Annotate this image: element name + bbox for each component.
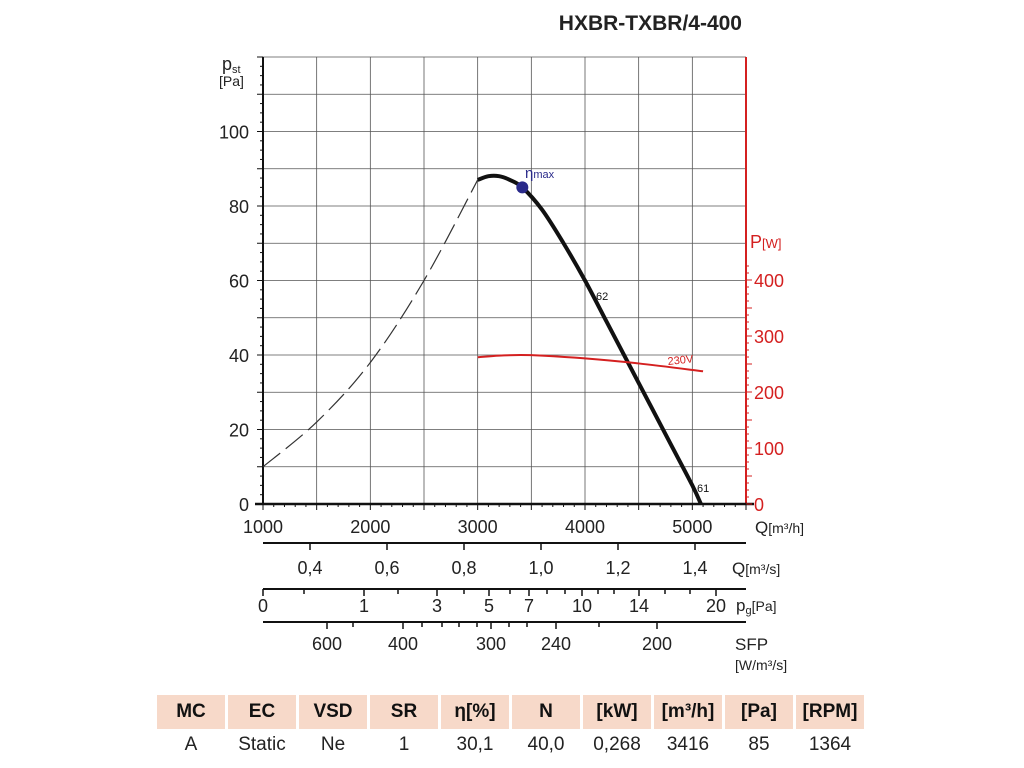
x-unit-m3s: Q[m³/s] (732, 559, 780, 578)
secondary-axis-tick-label: 3 (432, 596, 442, 616)
table-value-cell: 0,268 (593, 734, 641, 755)
y-right-tick-label: 400 (754, 271, 784, 291)
x-tick-label: 2000 (350, 517, 390, 537)
eta-symbol: η (525, 165, 533, 182)
x-unit-pg: pg[Pa] (736, 596, 777, 617)
table-value-cell: 1 (398, 734, 410, 755)
x-tick-label: 5000 (672, 517, 712, 537)
power-curve (477, 354, 704, 373)
table-header-cell: MC (157, 695, 225, 729)
table-value-cell: 1364 (808, 734, 852, 755)
eta-max-label: ηmax (525, 165, 555, 182)
secondary-axis-tick-label: 600 (312, 634, 342, 654)
table-header-cell: EC (228, 695, 296, 729)
table-value-cell: 30,1 (456, 734, 494, 755)
table-header-cell: N (512, 695, 580, 729)
svg-text:pst: pst (222, 54, 241, 76)
fan-curve-chart: HXBR-TXBR/4-400 020406080100010020030040… (219, 12, 804, 673)
x-tick-label: 1000 (243, 517, 283, 537)
secondary-axis-tick-label: 0 (258, 596, 268, 616)
secondary-axis-tick-label: 7 (524, 596, 534, 616)
curve-label-61: 61 (697, 483, 709, 495)
secondary-axis-tick-label: 200 (642, 634, 672, 654)
secondary-axis-tick-label: 1,2 (605, 558, 630, 578)
secondary-axis-tick-label: 0,4 (297, 558, 322, 578)
secondary-axis-tick-label: 300 (476, 634, 506, 654)
x-tick-label: 4000 (565, 517, 605, 537)
curve-label-230v: 230V (667, 353, 694, 368)
secondary-axis-tick-label: 1,0 (528, 558, 553, 578)
eta-max-point (516, 181, 529, 194)
eta-sub: max (533, 169, 554, 181)
secondary-axis-tick-label: 14 (629, 596, 649, 616)
pressure-curve (476, 173, 703, 505)
secondary-axis-tick-label: 1,4 (682, 558, 707, 578)
table-header-cell: VSD (299, 695, 367, 729)
y-right-tick-label: 200 (754, 383, 784, 403)
table-value-cell: Static (238, 734, 286, 755)
x-unit-sfp-sub: [W/m³/s] (735, 657, 787, 673)
pressure-curve-dashed (262, 179, 479, 468)
y-left-tick-label: 40 (229, 346, 249, 366)
secondary-axis-tick-label: 0,6 (374, 558, 399, 578)
secondary-axis-tick-label: 1 (359, 596, 369, 616)
svg-text:[Pa]: [Pa] (219, 73, 244, 89)
y-right-label: P[W] (750, 232, 782, 252)
y-left-label: pst [Pa] (219, 54, 244, 89)
table-header-cell: [RPM] (796, 695, 864, 729)
secondary-axis-tick-label: 5 (484, 596, 494, 616)
x-unit-m3h: Q[m³/h] (755, 518, 804, 537)
y-right-tick-label: 100 (754, 439, 784, 459)
secondary-axis-tick-label: 400 (388, 634, 418, 654)
secondary-axis-tick-label: 20 (706, 596, 726, 616)
y-right-tick-label: 300 (754, 327, 784, 347)
table-value-cell: 40,0 (527, 734, 565, 755)
table-header-cell: SR (370, 695, 438, 729)
table-header-cell: [kW] (583, 695, 651, 729)
table-header-cell: [m³/h] (654, 695, 722, 729)
table-header-cell: η[%] (441, 695, 509, 729)
svg-text:P[W]: P[W] (750, 232, 782, 252)
y-left-tick-label: 60 (229, 272, 249, 292)
table-value-cell: A (184, 734, 198, 755)
table-header-cell: [Pa] (725, 695, 793, 729)
secondary-axis-tick-label: 0,8 (451, 558, 476, 578)
curve-label-62: 62 (596, 291, 608, 303)
y-left-tick-label: 80 (229, 197, 249, 217)
secondary-axis-tick-label: 10 (572, 596, 592, 616)
x-unit-sfp: SFP (735, 635, 768, 654)
performance-table: MC EC VSD SR η[%] N [kW] [m³/h] [Pa] [RPM] A Static… (157, 695, 864, 761)
y-left-tick-label: 20 (229, 421, 249, 441)
table-value-cell: 3416 (666, 734, 710, 755)
secondary-axis-tick-label: 240 (541, 634, 571, 654)
table-value-cell: Ne (320, 734, 346, 755)
y-left-tick-label: 100 (219, 123, 249, 143)
table-value-cell: 85 (748, 734, 770, 755)
y-left-tick-label: 0 (239, 495, 249, 515)
y-right-tick-label: 0 (754, 495, 764, 515)
x-tick-label: 3000 (458, 517, 498, 537)
chart-title: HXBR-TXBR/4-400 (559, 12, 742, 35)
